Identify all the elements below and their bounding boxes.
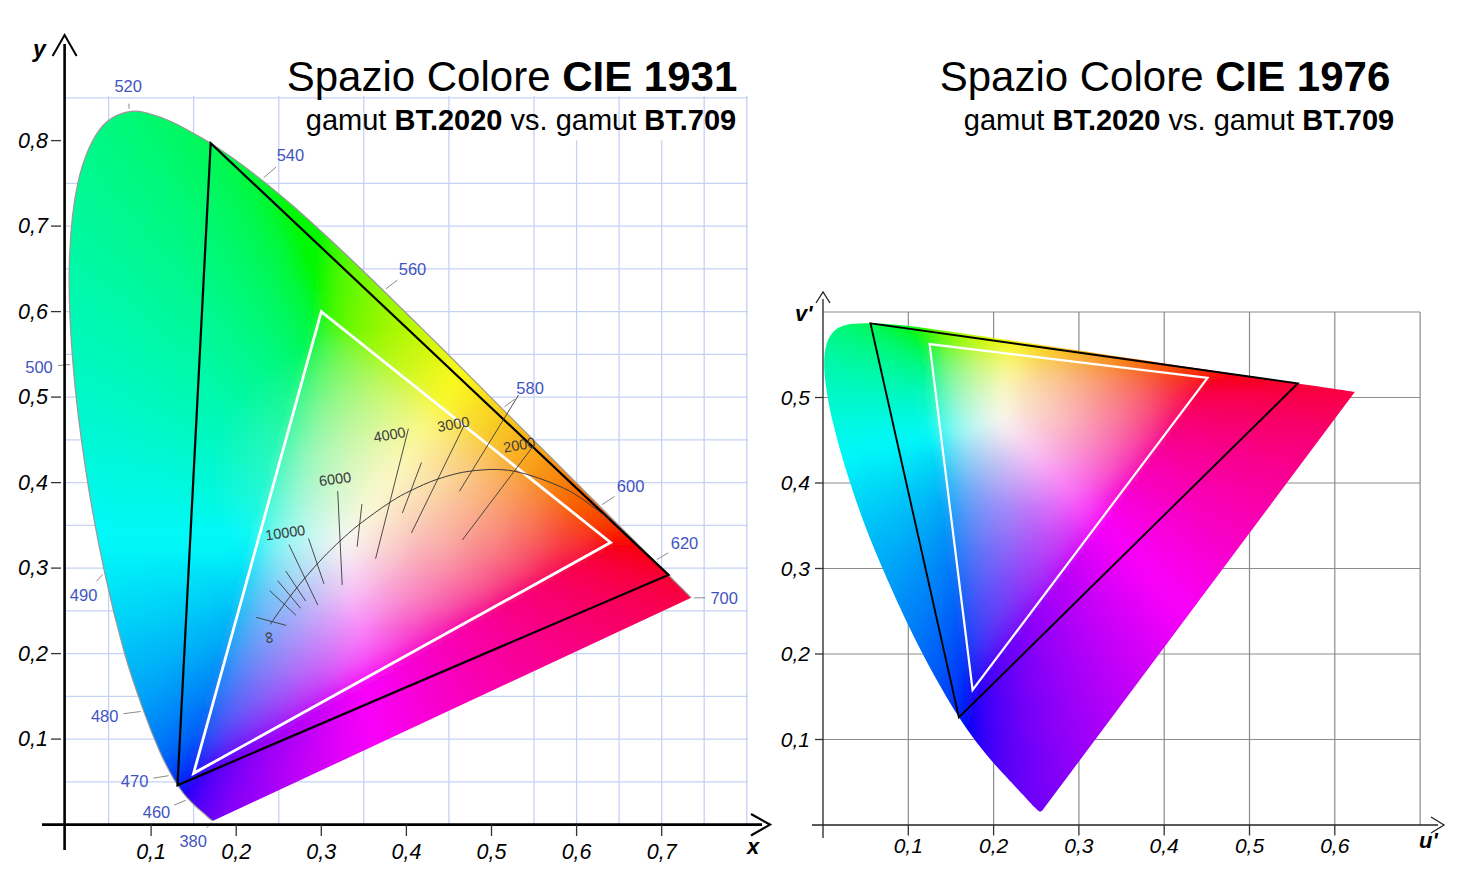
svg-text:560: 560 [399, 260, 427, 278]
svg-text:0,7: 0,7 [18, 214, 49, 238]
svg-text:v': v' [795, 301, 813, 326]
svg-text:0,6: 0,6 [1320, 834, 1350, 857]
svg-text:0,7: 0,7 [647, 840, 678, 864]
svg-text:0,6: 0,6 [18, 300, 48, 324]
svg-text:0,6: 0,6 [562, 840, 592, 864]
svg-text:0,2: 0,2 [221, 840, 251, 864]
svg-text:500: 500 [25, 358, 53, 376]
svg-text:540: 540 [277, 146, 305, 164]
svg-text:0,3: 0,3 [18, 556, 48, 580]
svg-text:480: 480 [91, 707, 119, 725]
svg-text:0,1: 0,1 [781, 728, 810, 751]
svg-text:x: x [746, 834, 760, 859]
svg-text:0,1: 0,1 [894, 834, 923, 857]
svg-text:520: 520 [114, 77, 142, 95]
svg-text:0,4: 0,4 [391, 840, 421, 864]
svg-text:620: 620 [671, 534, 699, 552]
svg-text:0,3: 0,3 [306, 840, 336, 864]
svg-text:0,5: 0,5 [781, 386, 811, 409]
svg-text:460: 460 [143, 803, 171, 821]
svg-text:580: 580 [516, 379, 544, 397]
svg-text:0,5: 0,5 [18, 385, 49, 409]
svg-text:0,2: 0,2 [18, 642, 48, 666]
svg-text:0,5: 0,5 [477, 840, 508, 864]
svg-text:y: y [32, 36, 47, 62]
svg-text:gamut BT.2020 vs. gamut BT.709: gamut BT.2020 vs. gamut BT.709 [306, 104, 736, 136]
svg-text:0,4: 0,4 [781, 471, 810, 494]
svg-text:700: 700 [710, 589, 738, 607]
svg-text:0,1: 0,1 [136, 840, 166, 864]
svg-text:0,4: 0,4 [1150, 834, 1179, 857]
svg-text:u': u' [1419, 828, 1438, 853]
svg-text:0,3: 0,3 [781, 557, 811, 580]
svg-text:gamut BT.2020 vs. gamut BT.709: gamut BT.2020 vs. gamut BT.709 [964, 104, 1394, 136]
svg-text:Spazio Colore CIE 1976: Spazio Colore CIE 1976 [940, 53, 1391, 100]
svg-text:380: 380 [179, 832, 207, 850]
svg-text:0,5: 0,5 [1235, 834, 1265, 857]
svg-text:0,2: 0,2 [979, 834, 1009, 857]
svg-text:0,1: 0,1 [18, 727, 48, 751]
svg-text:490: 490 [70, 586, 98, 604]
svg-text:470: 470 [121, 772, 149, 790]
svg-text:0,2: 0,2 [781, 642, 811, 665]
svg-text:0,4: 0,4 [18, 471, 48, 495]
svg-text:0,8: 0,8 [18, 129, 48, 153]
svg-text:0,3: 0,3 [1064, 834, 1094, 857]
svg-text:Spazio Colore CIE 1931: Spazio Colore CIE 1931 [287, 53, 738, 100]
svg-text:600: 600 [617, 477, 645, 495]
